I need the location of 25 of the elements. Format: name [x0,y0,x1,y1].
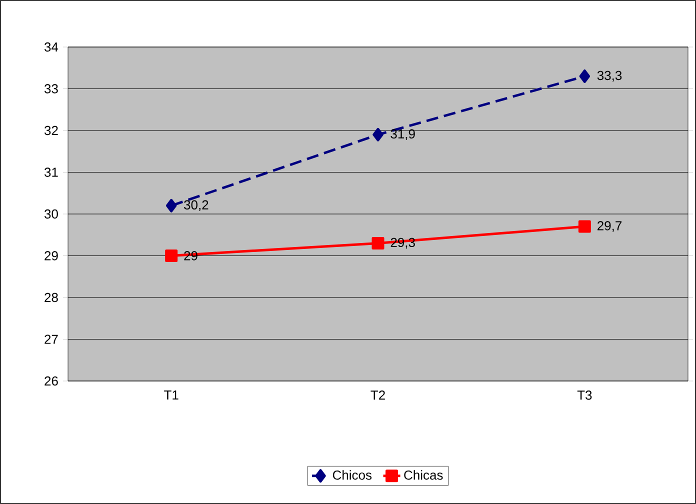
legend-label: Chicas [404,470,443,480]
y-tick-label: 29 [44,251,58,260]
point [578,220,591,233]
y-tick-label: 28 [44,292,58,302]
data-label: 30,2 [184,200,208,212]
point [165,250,178,262]
data-label: 29 [184,251,198,260]
data-label: 33,3 [597,70,622,82]
point [166,198,177,212]
y-tick-label: 27 [44,334,58,344]
y-tick-label: 31 [44,168,58,177]
point [579,69,590,83]
y-tick-label: 30 [44,209,58,219]
x-tick-label: T2 [370,390,385,400]
x-tick-label: T3 [577,390,592,400]
x-tick-label: T1 [164,390,178,400]
legend-label: Chicos [332,470,372,480]
data-label: 31,9 [390,129,415,140]
data-label: 29,7 [598,221,622,232]
y-tick-label: 26 [44,376,58,386]
point [372,236,384,250]
y-tick-label: 34 [44,42,58,52]
point [372,128,384,142]
y-tick-label: 32 [44,126,58,136]
y-tick-label: 33 [44,84,58,94]
